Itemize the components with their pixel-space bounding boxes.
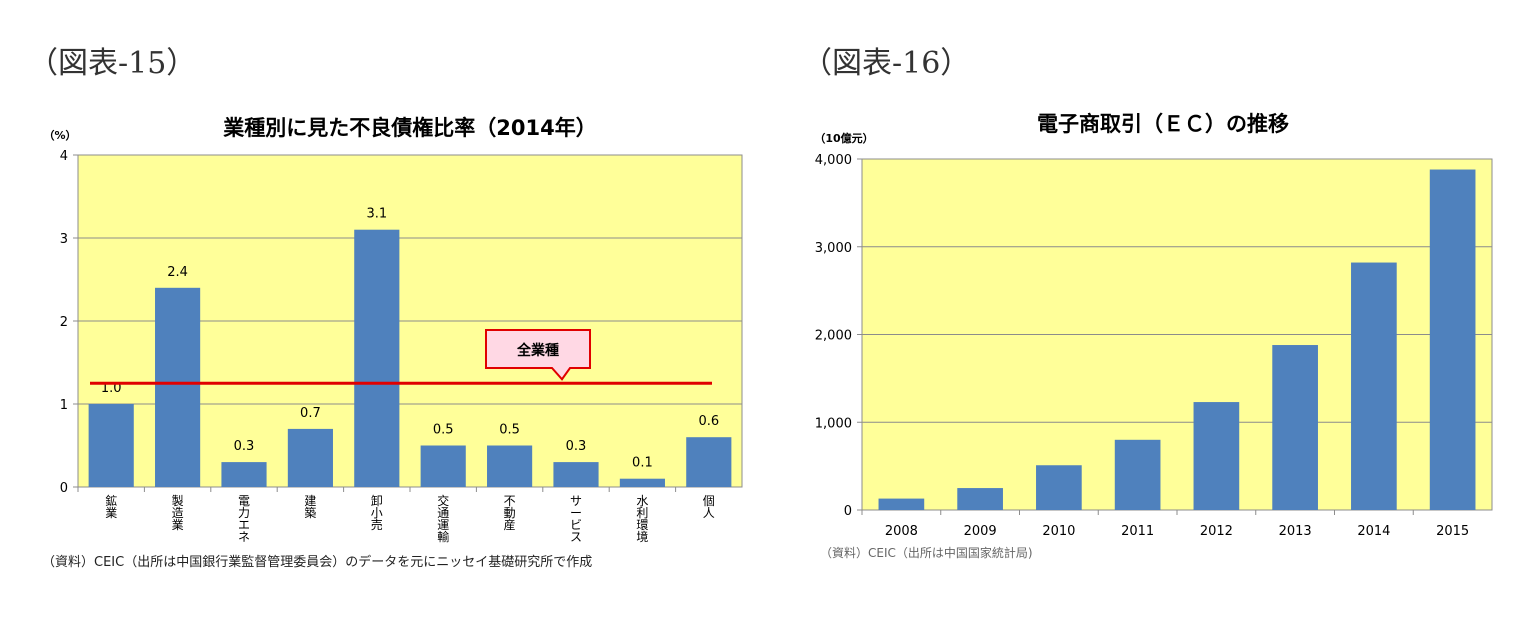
bar [1114,439,1161,510]
source-note-15: （資料）CEIC（出所は中国銀行業監督管理委員会）のデータを元にニッセイ基礎研究… [42,555,593,570]
data-label: 0.6 [698,414,719,429]
x-tick-label: 2009 [964,524,997,539]
y-tick-label: 0 [844,504,852,519]
x-tick-label: 2013 [1279,524,1312,539]
y-tick-label: 2,000 [815,329,852,344]
bar [1036,465,1082,510]
chart-title: 電子商取引（ＥＣ）の推移 [1037,112,1289,136]
y-tick-label: 0 [60,481,68,496]
source-note-16: （資料）CEIC（出所は中国国家統計局) [820,546,1033,560]
bar [287,428,333,487]
y-tick-label: 2 [60,315,68,330]
y-tick-label: 1 [60,398,68,413]
data-label: 0.3 [234,439,255,454]
x-tick-label: 2011 [1121,524,1154,539]
x-tick-label: 交通運輸 [437,493,449,544]
y-tick-label: 3,000 [815,241,852,256]
data-label: 0.1 [632,456,653,471]
bar [553,462,599,487]
bar [221,462,267,487]
bar [155,287,201,487]
x-tick-label: 2010 [1042,524,1075,539]
x-tick-label: 不動産 [504,494,516,532]
x-tick-label: 2014 [1357,524,1390,539]
y-tick-label: 4 [60,149,68,164]
bar [420,445,466,487]
y-tick-label: 4,000 [815,153,852,168]
x-tick-label: 卸小売 [371,493,383,532]
bar [1193,402,1240,510]
bar [957,488,1003,510]
x-tick-label: 水利環境 [636,494,648,544]
x-tick-label: 個人 [703,494,715,520]
x-tick-label: 建築 [304,494,316,520]
bar [354,229,400,487]
y-axis-unit: （%） [43,129,76,142]
y-tick-label: 1,000 [815,416,852,431]
x-tick-label: 電力エネ [238,494,250,544]
y-tick-label: 3 [60,232,68,247]
data-label: 0.5 [433,423,454,438]
bar [686,437,732,487]
reference-callout [485,329,591,381]
x-tick-label: 鉱業 [105,493,117,520]
x-tick-label: 製造業 [172,494,184,532]
x-tick-label: サービス [570,494,582,544]
bar [1272,345,1318,510]
reference-label: 全業種 [516,342,559,359]
bar [1429,169,1476,510]
bar [619,478,665,487]
figure-label-16: （図表-16） [802,46,971,81]
figure-label-15: （図表-15） [28,46,197,81]
y-axis-unit: （10億元） [814,131,873,145]
x-tick-label: 2008 [885,524,918,539]
x-tick-label: 2015 [1436,524,1469,539]
chart-title: 業種別に見た不良債権比率（2014年） [223,116,596,140]
x-tick-label: 2012 [1200,524,1233,539]
data-label: 0.5 [499,423,520,438]
data-label: 0.3 [566,439,587,454]
bar [487,445,533,487]
data-label: 0.7 [300,406,321,421]
bar [1351,262,1397,510]
bar [88,404,134,487]
data-label: 2.4 [167,265,188,280]
bar [878,498,925,510]
data-label: 3.1 [366,207,387,222]
